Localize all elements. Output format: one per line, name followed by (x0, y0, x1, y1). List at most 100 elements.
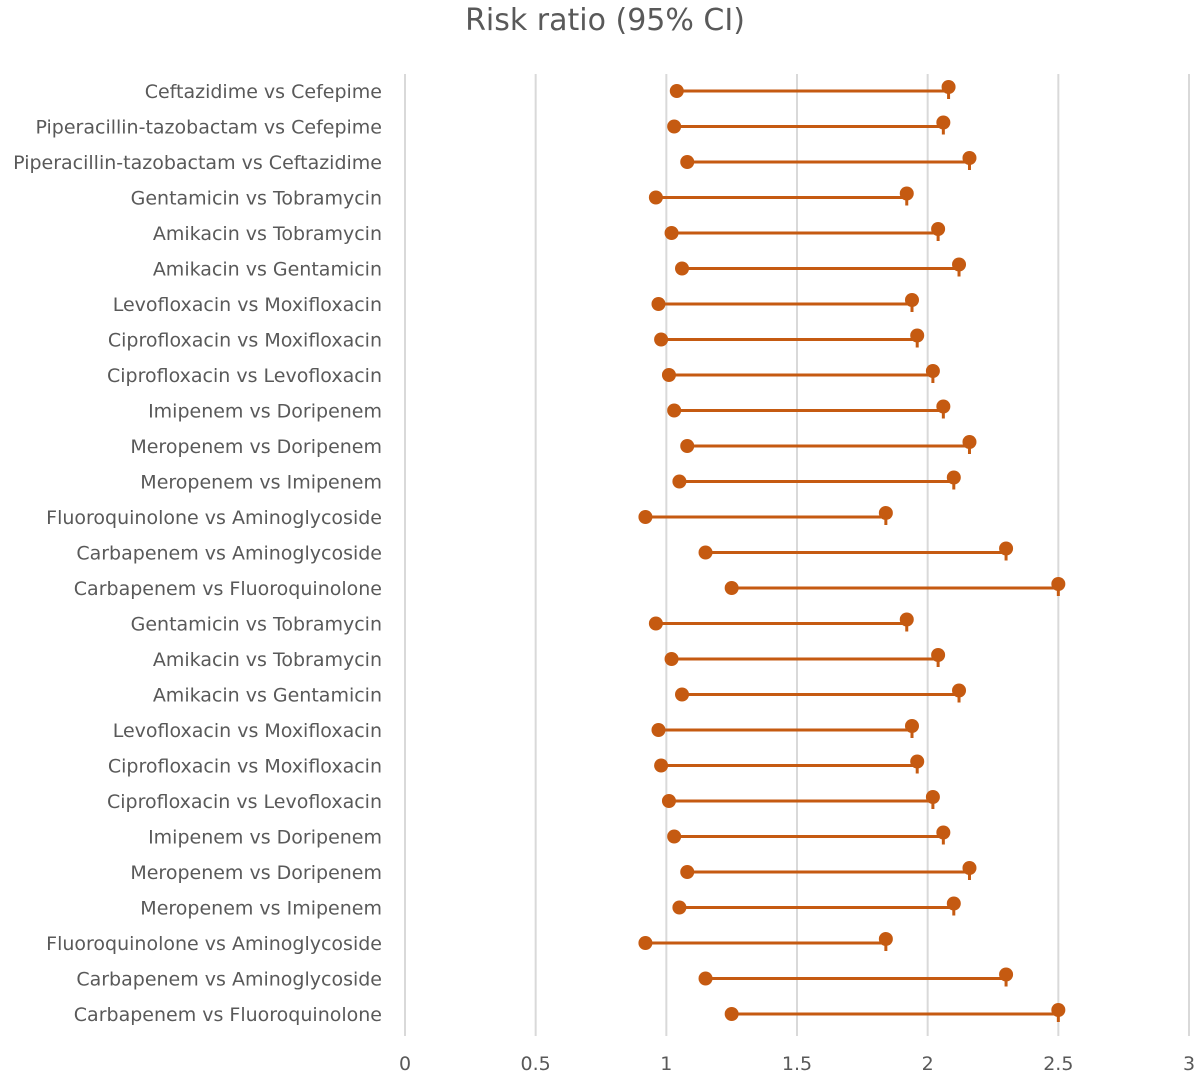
interval-row (664, 222, 946, 241)
upper-bound-point (925, 790, 940, 804)
lower-bound-point (667, 119, 682, 134)
interval-row (667, 399, 951, 419)
interval-row (648, 186, 914, 206)
interval-row (698, 967, 1014, 987)
lower-bound-point (638, 510, 653, 524)
upper-bound-point (899, 612, 914, 627)
chart-title: Risk ratio (95% CI) (465, 3, 745, 38)
category-label: Carbapenem vs Fluoroquinolone (74, 578, 382, 600)
interval-row (638, 932, 893, 951)
category-label: Imipenem vs Doripenem (148, 827, 382, 849)
lower-bound-point (654, 332, 669, 347)
x-tick-label: 1.5 (782, 1053, 812, 1075)
lower-bound-point (680, 865, 695, 879)
category-label: Fluoroquinolone vs Aminoglycoside (46, 933, 382, 955)
lower-bound-point (669, 84, 684, 98)
category-label: Carbapenem vs Aminoglycoside (76, 969, 382, 991)
interval-series (638, 80, 1066, 1022)
lower-bound-point (648, 190, 663, 205)
upper-bound-point (936, 399, 951, 414)
interval-row (675, 257, 967, 277)
upper-bound-point (931, 222, 946, 236)
lower-bound-point (724, 581, 739, 595)
lower-bound-point (654, 758, 669, 773)
lower-bound-point (724, 1007, 739, 1021)
upper-bound-point (925, 364, 940, 378)
interval-row (661, 364, 940, 383)
interval-row (651, 719, 919, 738)
category-label: Carbapenem vs Aminoglycoside (76, 543, 382, 565)
category-label: Ciprofloxacin vs Levofloxacin (107, 791, 382, 813)
category-label: Amikacin vs Gentamicin (153, 259, 382, 281)
interval-row (675, 683, 967, 703)
x-tick-label: 0.5 (521, 1053, 551, 1075)
category-label: Meropenem vs Imipenem (140, 472, 382, 494)
lower-bound-point (672, 474, 687, 489)
category-label: Amikacin vs Gentamicin (153, 685, 382, 707)
x-tick-label: 2.5 (1043, 1053, 1073, 1075)
upper-bound-point (904, 719, 919, 733)
interval-row (672, 896, 961, 916)
x-axis-tick-labels: 0 0.5 1 1.5 2 2.5 3 (399, 1053, 1195, 1075)
upper-bound-point (1051, 577, 1066, 591)
lower-bound-point (664, 226, 679, 240)
interval-row (680, 151, 977, 170)
interval-row (648, 612, 914, 632)
upper-bound-point (999, 967, 1014, 982)
interval-row (654, 754, 925, 774)
upper-bound-point (952, 683, 967, 698)
upper-bound-point (962, 435, 977, 449)
lower-bound-point (651, 297, 666, 311)
category-label: Piperacillin-tazobactam vs Ceftazidime (13, 152, 382, 174)
upper-bound-point (952, 257, 967, 272)
lower-bound-point (661, 794, 676, 808)
x-tick-label: 3 (1183, 1053, 1195, 1075)
lower-bound-point (648, 616, 663, 631)
upper-bound-point (999, 541, 1014, 556)
lower-bound-point (661, 368, 676, 382)
category-label: Imipenem vs Doripenem (148, 401, 382, 423)
upper-bound-point (1051, 1003, 1066, 1017)
category-label: Meropenem vs Doripenem (130, 862, 382, 884)
upper-bound-point (936, 825, 951, 840)
x-tick-label: 1 (660, 1053, 672, 1075)
lower-bound-point (698, 545, 713, 560)
interval-row (680, 435, 977, 454)
category-label: Meropenem vs Imipenem (140, 898, 382, 920)
category-label: Fluoroquinolone vs Aminoglycoside (46, 507, 382, 529)
category-label: Ciprofloxacin vs Moxifloxacin (108, 330, 382, 352)
interval-row (669, 80, 956, 99)
category-label: Amikacin vs Tobramycin (153, 649, 382, 671)
upper-bound-point (946, 896, 961, 911)
interval-row (672, 470, 961, 490)
lower-bound-point (675, 261, 690, 276)
x-tick-label: 0 (399, 1053, 411, 1075)
lower-bound-point (680, 155, 695, 169)
category-label: Levofloxacin vs Moxifloxacin (113, 294, 382, 316)
interval-row (651, 293, 919, 312)
lower-bound-point (698, 971, 713, 986)
interval-row (724, 1003, 1066, 1022)
category-label: Amikacin vs Tobramycin (153, 223, 382, 245)
category-label: Ciprofloxacin vs Levofloxacin (107, 365, 382, 387)
upper-bound-point (878, 932, 893, 946)
interval-row (698, 541, 1014, 561)
interval-row (638, 506, 893, 525)
upper-bound-point (904, 293, 919, 307)
interval-row (654, 328, 925, 348)
lower-bound-point (680, 439, 695, 453)
lower-bound-point (667, 403, 682, 418)
lower-bound-point (672, 900, 687, 915)
upper-bound-point (936, 115, 951, 130)
category-label: Meropenem vs Doripenem (130, 436, 382, 458)
category-label: Ceftazidime vs Cefepime (145, 81, 382, 103)
interval-row (667, 825, 951, 845)
interval-row (667, 115, 951, 135)
upper-bound-point (962, 151, 977, 165)
upper-bound-point (910, 328, 925, 343)
category-label: Gentamicin vs Tobramycin (131, 614, 382, 636)
category-labels: Ceftazidime vs Cefepime Piperacillin-tazo… (13, 81, 382, 1026)
upper-bound-point (899, 186, 914, 201)
upper-bound-point (962, 861, 977, 875)
